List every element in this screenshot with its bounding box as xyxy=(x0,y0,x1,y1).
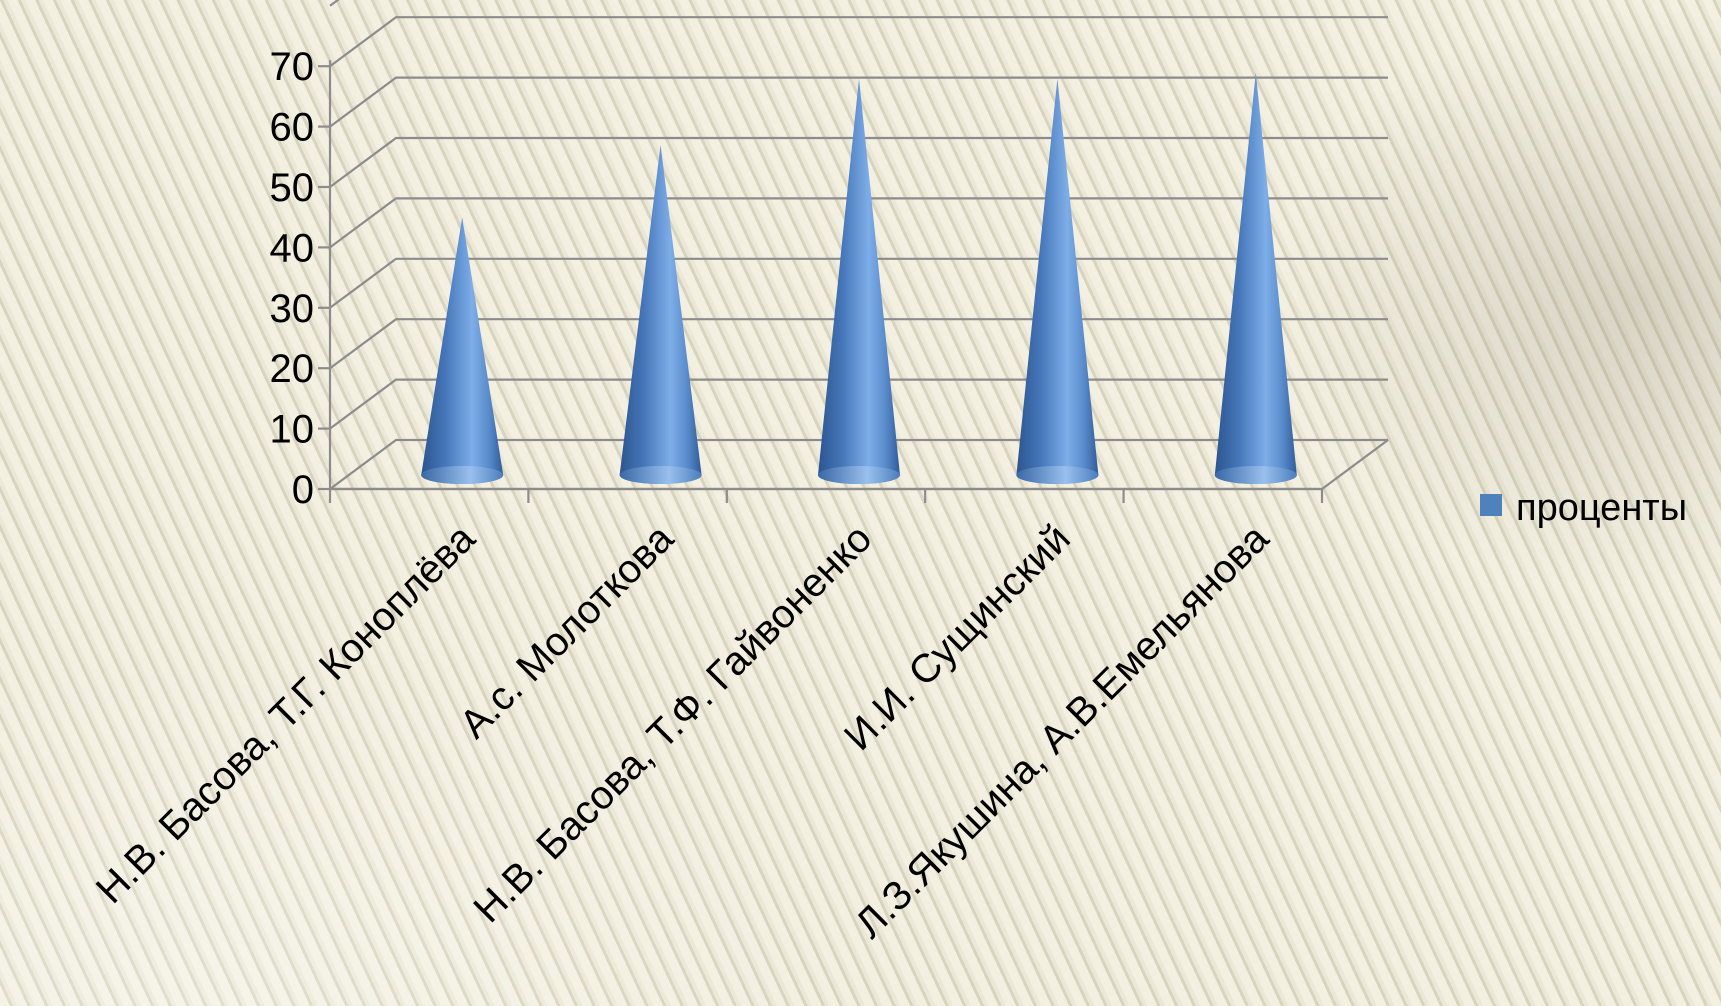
gridline xyxy=(329,16,1388,68)
x-category-label: А.с. Молоткова xyxy=(452,516,683,747)
cone-bar xyxy=(421,217,504,485)
y-tick-label: 50 xyxy=(270,166,315,210)
gridline xyxy=(329,76,1388,128)
y-tick-label: 10 xyxy=(270,408,315,452)
cone-bar xyxy=(818,78,900,484)
y-tick-label: 30 xyxy=(270,287,315,331)
legend-swatch xyxy=(1480,494,1502,516)
cone-base xyxy=(421,466,504,484)
cone-base xyxy=(619,466,702,484)
y-tick-label: 70 xyxy=(270,45,315,89)
y-tick-label: 20 xyxy=(270,347,315,391)
cone-base xyxy=(818,466,900,484)
cone-base xyxy=(1214,466,1297,484)
gridline xyxy=(329,0,340,7)
cone-base xyxy=(1016,466,1099,484)
cone-bar xyxy=(1214,72,1297,485)
axes xyxy=(318,60,1324,503)
cone-body xyxy=(1214,72,1297,485)
y-tick-label: 60 xyxy=(270,106,315,150)
x-category-label: Л.З.Якушина, А.В.Емельянова xyxy=(847,516,1278,947)
y-tick-label: 0 xyxy=(292,468,314,512)
cone-body xyxy=(619,144,702,484)
x-category-label: Н.В. Басова, Т.Г. Коноплёва xyxy=(88,516,484,912)
legend: проценты xyxy=(1480,487,1687,529)
y-tick-label: 40 xyxy=(270,226,315,270)
x-category-label: Н.В. Басова, Т.Ф. Гайвоненко xyxy=(465,516,880,931)
cones xyxy=(421,72,1297,485)
cone-body xyxy=(421,217,504,485)
cone-bar xyxy=(619,144,702,484)
y-axis-tick-labels: 0 10 20 30 40 50 60 70 xyxy=(270,45,315,512)
cone-body xyxy=(1016,78,1099,484)
cone-body xyxy=(818,78,900,484)
cone-bar xyxy=(1016,78,1099,484)
legend-label: проценты xyxy=(1516,487,1687,529)
